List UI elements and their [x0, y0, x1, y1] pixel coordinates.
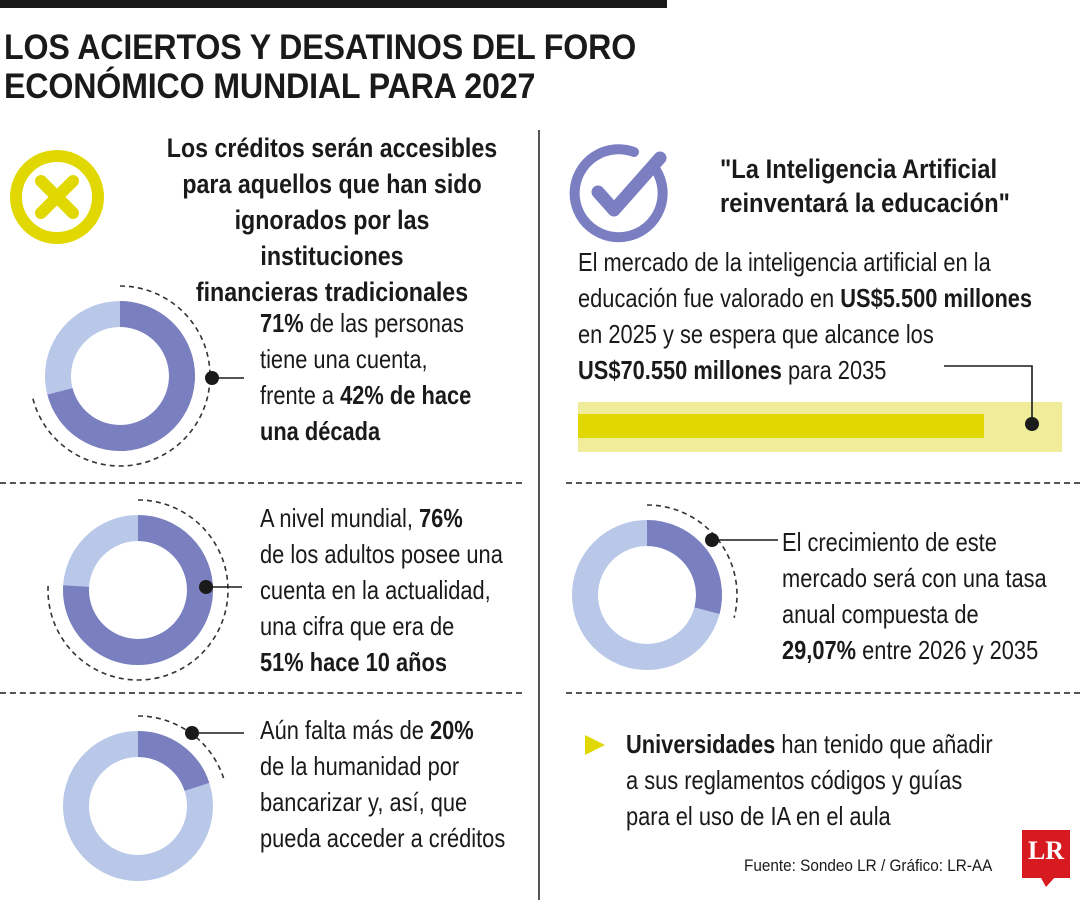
stat-line: pueda acceder a créditos: [260, 823, 506, 853]
donut-chart-accounts: [32, 285, 244, 467]
stat-line: 51% hace 10 años: [260, 647, 447, 677]
page-title: LOS ACIERTOS Y DESATINOS DEL FORO ECONÓM…: [4, 28, 648, 106]
right-heading: "La Inteligencia Artificial reinventará …: [720, 152, 1037, 220]
stat-line: cuenta en la actualidad,: [260, 575, 491, 605]
stat-line: frente a 42% de hace: [260, 380, 472, 410]
stat-line: Aún falta más de 20%: [260, 715, 474, 745]
stat-line: una cifra que era de: [260, 611, 455, 641]
left-divider-1: [0, 482, 522, 484]
right-heading-line: "La Inteligencia Artificial: [720, 154, 998, 184]
column-divider: [538, 130, 540, 900]
left-heading-line: financieras tradicionales: [195, 277, 469, 307]
title-line-1: LOS ACIERTOS Y DESATINOS DEL FORO: [4, 28, 637, 67]
left-heading-line: ignorados por las instituciones: [234, 205, 430, 271]
growth-text: El crecimiento de este mercado será con …: [782, 524, 1047, 668]
market-line: en 2025 y se espera que alcance los: [578, 319, 934, 349]
leader-dot: [1025, 417, 1039, 431]
growth-line: anual compuesta de: [782, 599, 979, 629]
stat-unbanked-text: Aún falta más de 20% de la humanidad por…: [260, 712, 505, 856]
stat-line: bancarizar y, así, que: [260, 787, 468, 817]
donut-chart-unbanked: [63, 715, 244, 881]
donut-slice-value: [137, 731, 210, 792]
left-heading: Los créditos serán accesibles para aquel…: [160, 130, 504, 310]
right-divider-1: [566, 482, 1080, 484]
left-heading-line: para aquellos que han sido: [182, 169, 482, 199]
stat-accounts-text: 71% de las personas tiene una cuenta, fr…: [260, 305, 471, 449]
right-divider-2: [566, 692, 1080, 694]
uni-line: a sus reglamentos códigos y guías: [626, 765, 963, 795]
market-bar-chart: [578, 365, 1062, 452]
left-heading-line: Los créditos serán accesibles: [166, 133, 498, 163]
donut-slice-value: [646, 520, 722, 614]
uni-line: Universidades han tenido que añadir: [626, 729, 993, 759]
stat-line: de la humanidad por: [260, 751, 460, 781]
growth-line: El crecimiento de este: [782, 527, 997, 557]
stat-line: 71% de las personas: [260, 308, 464, 338]
stat-line: de los adultos posee una: [260, 539, 503, 569]
triangle-bullet-icon: [585, 735, 605, 755]
check-circle-icon: [569, 144, 668, 243]
x-circle-icon: [10, 150, 104, 244]
leader-line: [944, 365, 1033, 424]
donut-chart-cagr: [572, 504, 778, 670]
donut-dashed-arc: [32, 285, 211, 467]
donut-slice-value: [63, 515, 213, 665]
lr-logo-tail: [1040, 876, 1056, 887]
stat-line: tiene una cuenta,: [260, 344, 428, 374]
uni-line: para el uso de IA en el aula: [626, 801, 891, 831]
market-line: educación fue valorado en US$5.500 millo…: [578, 283, 1033, 313]
title-line-2: ECONÓMICO MUNDIAL PARA 2027: [4, 67, 536, 106]
stat-adults-text: A nivel mundial, 76% de los adultos pose…: [260, 500, 503, 680]
top-rule: [0, 0, 667, 8]
growth-line: mercado será con una tasa: [782, 563, 1047, 593]
market-text: El mercado de la inteligencia artificial…: [578, 244, 1032, 388]
right-heading-line: reinventará la educación": [720, 188, 1010, 218]
market-line: El mercado de la inteligencia artificial…: [578, 247, 991, 277]
donut-chart-adults: [47, 499, 242, 681]
donut-dashed-arc: [47, 499, 229, 681]
market-line: US$70.550 millones para 2035: [578, 355, 887, 385]
donut-slice-value: [47, 301, 195, 451]
universities-text: Universidades han tenido que añadir a su…: [626, 726, 993, 834]
growth-line: 29,07% entre 2026 y 2035: [782, 635, 1039, 665]
bar-2025: [578, 414, 984, 438]
stat-line: una década: [260, 416, 381, 446]
lr-logo-text: LR: [1027, 836, 1065, 865]
lr-logo: [1022, 830, 1070, 878]
stat-line: A nivel mundial, 76%: [260, 503, 463, 533]
source-note: Fuente: Sondeo LR / Gráfico: LR-AA: [744, 856, 993, 875]
left-divider-2: [0, 692, 522, 694]
